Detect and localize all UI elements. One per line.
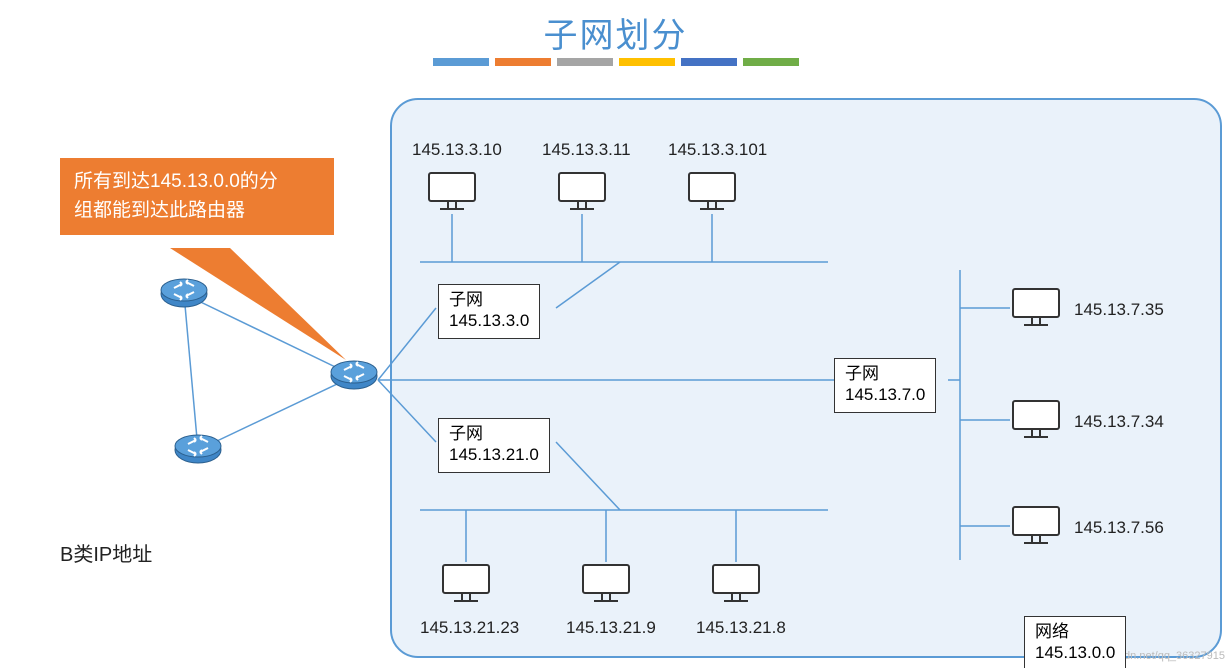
subnet-label: 子网145.13.21.0	[438, 418, 550, 473]
title-underline-bars	[433, 58, 799, 66]
subnet-title: 子网	[449, 423, 539, 444]
subnet-label: 网络145.13.0.0	[1024, 616, 1126, 668]
subnet-label: 子网145.13.7.0	[834, 358, 936, 413]
router-icon	[330, 358, 378, 394]
subnet-address: 145.13.3.0	[449, 310, 529, 331]
bar-2	[495, 58, 551, 66]
subnet-label: 子网145.13.3.0	[438, 284, 540, 339]
bar-6	[743, 58, 799, 66]
page-title: 子网划分	[0, 8, 1231, 57]
ip-address-label: 145.13.3.10	[412, 140, 502, 160]
subnet-address: 145.13.7.0	[845, 384, 925, 405]
ip-address-label: 145.13.3.11	[542, 140, 631, 160]
subnet-title: 子网	[845, 363, 925, 384]
bar-4	[619, 58, 675, 66]
computer-icon	[710, 562, 762, 606]
computer-icon	[440, 562, 492, 606]
ip-address-label: 145.13.7.35	[1074, 300, 1164, 320]
computer-icon	[1010, 504, 1062, 548]
subnet-address: 145.13.21.0	[449, 444, 539, 465]
callout-box: 所有到达145.13.0.0的分 组都能到达此路由器	[60, 158, 334, 235]
ip-address-label: 145.13.7.56	[1074, 518, 1164, 538]
subnet-title: 网络	[1035, 621, 1115, 642]
computer-icon	[580, 562, 632, 606]
bar-5	[681, 58, 737, 66]
subnet-title: 子网	[449, 289, 529, 310]
bar-3	[557, 58, 613, 66]
router-icon	[160, 276, 208, 312]
router-icon	[174, 432, 222, 468]
bar-1	[433, 58, 489, 66]
computer-icon	[556, 170, 608, 214]
ip-class-label: B类IP地址	[60, 538, 152, 567]
ip-address-label: 145.13.21.23	[420, 618, 519, 638]
ip-address-label: 145.13.21.8	[696, 618, 786, 638]
ip-address-label: 145.13.3.101	[668, 140, 767, 160]
ip-address-label: 145.13.7.34	[1074, 412, 1164, 432]
computer-icon	[426, 170, 478, 214]
computer-icon	[1010, 398, 1062, 442]
ip-address-label: 145.13.21.9	[566, 618, 656, 638]
callout-line1: 所有到达145.13.0.0的分	[74, 168, 320, 197]
network-region	[390, 98, 1222, 658]
computer-icon	[1010, 286, 1062, 330]
callout-line2: 组都能到达此路由器	[74, 197, 320, 226]
diagram-stage: 子网划分 所有到达145.13.0.0的分 组都能到达此路由器 B类IP地址 h…	[0, 0, 1231, 668]
computer-icon	[686, 170, 738, 214]
subnet-address: 145.13.0.0	[1035, 642, 1115, 663]
